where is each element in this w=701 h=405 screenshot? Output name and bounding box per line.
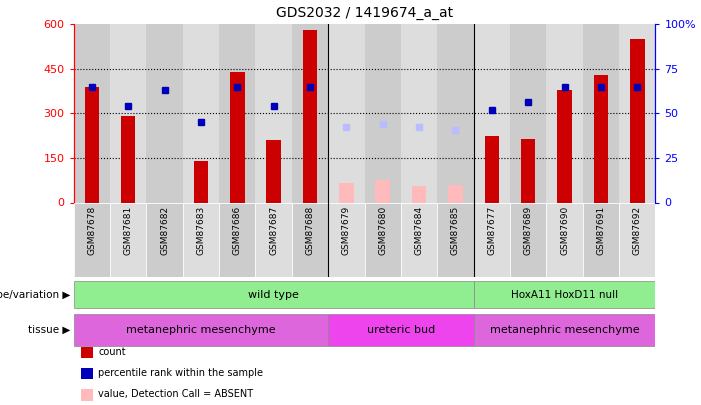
Bar xyxy=(292,202,328,277)
Text: wild type: wild type xyxy=(248,290,299,300)
Bar xyxy=(437,202,474,277)
Text: GSM87682: GSM87682 xyxy=(160,206,169,256)
Bar xyxy=(474,313,655,347)
Bar xyxy=(74,281,474,308)
Text: GSM87688: GSM87688 xyxy=(306,206,315,256)
Bar xyxy=(328,24,365,202)
Bar xyxy=(401,24,437,202)
Bar xyxy=(594,75,608,202)
Text: GSM87689: GSM87689 xyxy=(524,206,533,256)
Bar xyxy=(255,202,292,277)
Bar xyxy=(510,202,546,277)
Bar xyxy=(510,24,546,202)
Bar xyxy=(110,24,147,202)
Bar xyxy=(193,161,208,202)
Bar xyxy=(401,202,437,277)
Bar xyxy=(183,202,219,277)
Bar xyxy=(546,202,583,277)
Bar xyxy=(583,202,619,277)
Bar xyxy=(474,281,655,308)
Bar xyxy=(183,24,219,202)
Text: metanephric mesenchyme: metanephric mesenchyme xyxy=(490,325,639,335)
Bar xyxy=(365,24,401,202)
Text: metanephric mesenchyme: metanephric mesenchyme xyxy=(126,325,275,335)
Bar xyxy=(546,24,583,202)
Text: GSM87687: GSM87687 xyxy=(269,206,278,256)
Bar xyxy=(619,202,655,277)
Bar xyxy=(484,136,499,202)
Bar xyxy=(339,183,353,202)
Text: GSM87677: GSM87677 xyxy=(487,206,496,256)
Bar xyxy=(376,180,390,202)
Text: GSM87678: GSM87678 xyxy=(88,206,96,256)
Text: GSM87683: GSM87683 xyxy=(196,206,205,256)
Text: GSM87692: GSM87692 xyxy=(633,206,641,256)
Text: count: count xyxy=(98,347,125,357)
Text: genotype/variation ▶: genotype/variation ▶ xyxy=(0,290,70,300)
Bar xyxy=(147,24,183,202)
Bar xyxy=(474,202,510,277)
Text: tissue ▶: tissue ▶ xyxy=(28,325,70,335)
Bar xyxy=(619,24,655,202)
Bar xyxy=(437,24,474,202)
Bar xyxy=(219,24,255,202)
Text: GSM87691: GSM87691 xyxy=(597,206,606,256)
Bar xyxy=(474,24,510,202)
Text: GSM87686: GSM87686 xyxy=(233,206,242,256)
Text: GSM87679: GSM87679 xyxy=(342,206,350,256)
Text: GSM87681: GSM87681 xyxy=(123,206,132,256)
Bar xyxy=(230,72,245,202)
Title: GDS2032 / 1419674_a_at: GDS2032 / 1419674_a_at xyxy=(276,6,453,21)
Text: value, Detection Call = ABSENT: value, Detection Call = ABSENT xyxy=(98,390,253,399)
Bar xyxy=(292,24,328,202)
Bar xyxy=(557,90,572,202)
Bar xyxy=(521,139,536,202)
Bar xyxy=(328,313,474,347)
Text: GSM87684: GSM87684 xyxy=(414,206,423,256)
Text: HoxA11 HoxD11 null: HoxA11 HoxD11 null xyxy=(511,290,618,300)
Bar xyxy=(219,202,255,277)
Bar xyxy=(303,30,318,202)
Text: percentile rank within the sample: percentile rank within the sample xyxy=(98,369,263,378)
Bar xyxy=(583,24,619,202)
Text: GSM87685: GSM87685 xyxy=(451,206,460,256)
Bar xyxy=(255,24,292,202)
Bar xyxy=(328,202,365,277)
Bar xyxy=(74,202,110,277)
Bar xyxy=(110,202,147,277)
Bar xyxy=(121,116,135,202)
Bar xyxy=(411,186,426,202)
Bar xyxy=(630,39,644,202)
Bar xyxy=(448,185,463,202)
Text: GSM87690: GSM87690 xyxy=(560,206,569,256)
Bar xyxy=(74,24,110,202)
Text: GSM87680: GSM87680 xyxy=(379,206,387,256)
Bar xyxy=(266,140,281,202)
Bar xyxy=(147,202,183,277)
Bar xyxy=(365,202,401,277)
Text: ureteric bud: ureteric bud xyxy=(367,325,435,335)
Bar xyxy=(85,87,99,202)
Bar xyxy=(74,313,328,347)
